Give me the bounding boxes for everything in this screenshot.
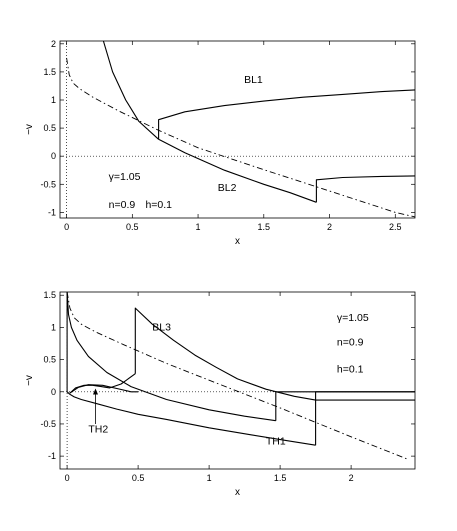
param-text: γ=1.05: [337, 312, 369, 324]
y-tick-label: 1: [51, 95, 56, 105]
y-tick-label: 2: [51, 39, 56, 49]
param-text: h=0.1: [145, 199, 172, 211]
x-tick-label: 0.5: [126, 222, 139, 232]
param-text: h=0.1: [337, 363, 364, 375]
y-tick-label: 0.5: [43, 355, 56, 365]
top-plot: 0 0.5 1 1.5 2 2.5 -1 -0.5 0 0.5 1 1.5 2 x −v BL1 BL2 γ=1.…: [24, 39, 416, 247]
bottom-plot: 0 0.5 1 1.5 2 -1 -0.5 0 0.5 1 1.5 x −v BL3 TH2 TH1 γ=1.0…: [24, 290, 416, 498]
curve-label-bl1: BL1: [244, 74, 263, 86]
x-tick-label: 1.5: [258, 222, 271, 232]
series-line-2: [158, 138, 317, 203]
y-tick-label: 0: [51, 151, 56, 161]
y-tick-label: -0.5: [40, 419, 56, 429]
series-line-5: [66, 391, 316, 446]
x-tick-label: 1: [207, 473, 212, 483]
x-axis-label: x: [235, 487, 240, 498]
y-tick-label: 0.5: [43, 123, 56, 133]
y-tick-label: 1.5: [43, 290, 56, 300]
y-tick-label: -1: [48, 451, 56, 461]
series-line-0: [66, 292, 276, 422]
x-tick-label: 1.5: [274, 473, 287, 483]
y-axis-label: −v: [24, 375, 35, 386]
x-tick-label: 0.5: [132, 473, 145, 483]
x-tick-label: 0: [65, 473, 70, 483]
curve-label-th2: TH2: [88, 423, 108, 435]
series-group: [60, 41, 415, 218]
series-line-3: [134, 307, 316, 401]
series-line-3: [315, 175, 415, 203]
y-tick-label: -1: [48, 207, 56, 217]
curve-label-bl2: BL2: [218, 182, 237, 194]
y-axis-label: −v: [24, 124, 35, 135]
x-tick-label: 2.5: [389, 222, 402, 232]
series-line-8: [66, 292, 409, 460]
y-tick-label: 1.5: [43, 67, 56, 77]
x-tick-label: 2: [327, 222, 332, 232]
x-tick-label: 2: [349, 473, 354, 483]
param-text: γ=1.05: [109, 171, 141, 183]
curve-label-bl3: BL3: [152, 322, 171, 334]
x-axis-label: x: [235, 236, 240, 247]
x-tick-label: 1: [196, 222, 201, 232]
y-tick-label: -0.5: [40, 179, 56, 189]
param-text: n=0.9: [109, 199, 136, 211]
axes-frame: [59, 291, 416, 470]
series-line-2: [69, 373, 136, 394]
series-line-1: [158, 89, 415, 140]
x-tick-label: 0: [64, 222, 69, 232]
series-group: [60, 292, 415, 469]
series-line-7: [69, 384, 139, 394]
series-line-0: [102, 41, 159, 140]
th2-arrow-head: [93, 388, 98, 395]
param-text: n=0.9: [337, 336, 364, 348]
y-tick-label: 0: [51, 387, 56, 397]
axes-frame: [59, 40, 416, 219]
curve-label-th1: TH1: [266, 436, 286, 448]
y-tick-label: 1: [51, 322, 56, 332]
